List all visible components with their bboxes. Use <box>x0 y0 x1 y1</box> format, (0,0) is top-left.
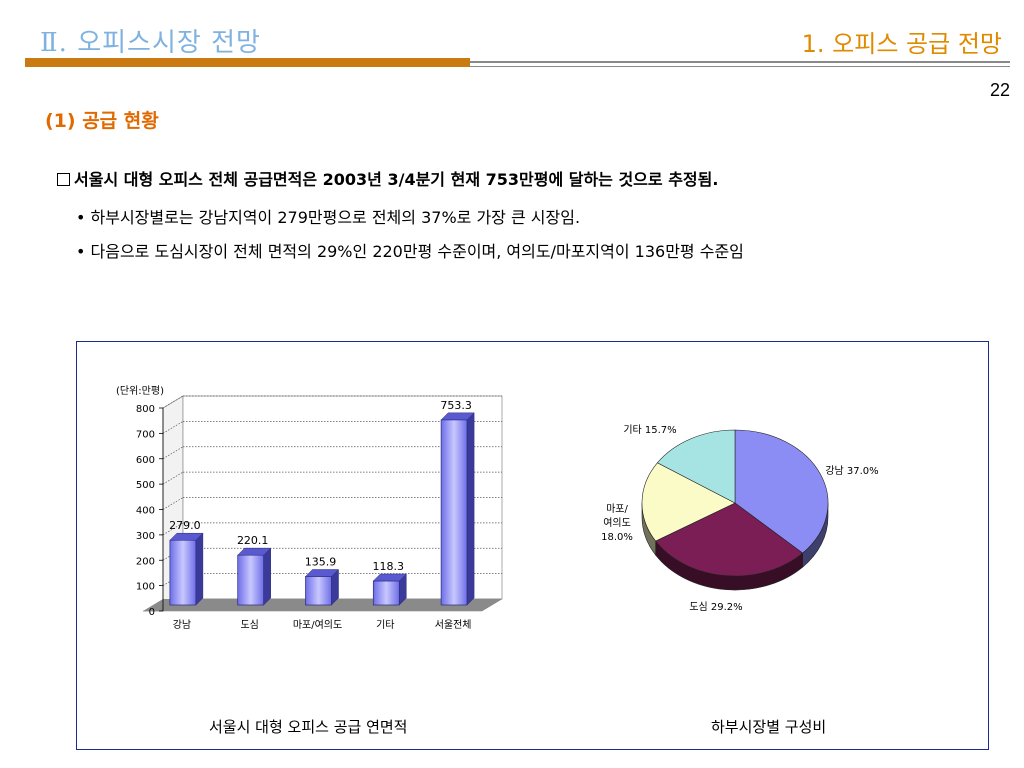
pie-slice-label: 기타 15.7% <box>623 424 676 436</box>
pie-slice-label: 마포/ <box>606 503 628 515</box>
gridline-side <box>162 421 184 434</box>
bar-front <box>372 580 400 606</box>
bar-top <box>169 532 204 541</box>
section-heading: (1) 공급 현황 <box>45 110 159 132</box>
bar-강남 <box>169 532 204 606</box>
y-tick-label: 100 <box>136 582 155 593</box>
bar-top <box>304 569 340 577</box>
bar-side <box>263 547 271 606</box>
bar-front <box>169 539 197 606</box>
header-rule-gray-thin <box>470 66 1010 67</box>
x-tick-label: 강남 <box>173 619 191 631</box>
pie-slice <box>656 429 736 504</box>
bar-front <box>237 554 265 606</box>
bar-value-label: 135.9 <box>305 556 337 569</box>
bar-top <box>372 573 407 582</box>
pie-slice <box>641 462 736 542</box>
bar-도심 <box>237 547 272 606</box>
page-number: 22 <box>989 80 1010 100</box>
gridline-side <box>162 471 184 485</box>
pie-slice-label: 18.0% <box>601 532 633 543</box>
bar-마포/여의도 <box>304 568 340 606</box>
header-rule-gray <box>470 61 1010 63</box>
bar-chart-caption: 서울시 대형 오피스 공급 연면적 <box>209 718 408 736</box>
x-tick-label: 기타 <box>376 619 394 631</box>
pie-slice-label: 강남 37.0% <box>825 465 878 477</box>
main-bullet: 서울시 대형 오피스 전체 공급면적은 2003년 3/4분기 현재 753만평… <box>57 166 718 190</box>
y-tick-label: 700 <box>136 429 155 440</box>
bar-기타 <box>372 573 407 606</box>
bar-side <box>195 532 204 606</box>
pie-slice-label: 도심 29.2% <box>689 601 742 613</box>
x-tick-label: 마포/여의도 <box>293 619 342 631</box>
chart-frame <box>76 341 989 750</box>
bar-top <box>440 412 475 421</box>
sub-bullet: • 다음으로 도심시장이 전체 면적의 29%인 220만평 수준이며, 여의도… <box>76 242 744 261</box>
section-title: 1. 오피스 공급 전망 <box>801 30 1002 58</box>
y-tick-label: 600 <box>136 455 155 466</box>
bar-서울전체 <box>440 412 475 606</box>
bar-top <box>237 547 272 556</box>
y-tick-label: 400 <box>136 506 155 517</box>
bar-value-label: 753.3 <box>440 399 472 412</box>
gridline-side <box>162 497 184 510</box>
checkbox-bullet-icon <box>57 173 70 186</box>
bar-front <box>440 419 468 606</box>
bar-value-label: 220.1 <box>237 534 269 547</box>
main-bullet-text: 서울시 대형 오피스 전체 공급면적은 2003년 3/4분기 현재 753만평… <box>74 170 719 189</box>
y-tick-label: 300 <box>136 531 155 542</box>
y-tick-label: 200 <box>136 556 155 567</box>
y-tick-label: 500 <box>136 480 155 491</box>
gridline-side <box>162 522 184 536</box>
bar-value-label: 118.3 <box>373 560 405 573</box>
gridline-side <box>162 395 184 409</box>
pie-slice-label: 여의도 <box>603 517 631 529</box>
bar-value-label: 279.0 <box>169 519 201 532</box>
bar-side <box>466 412 475 606</box>
pie-slice <box>734 429 829 554</box>
y-tick-label: 800 <box>136 404 155 415</box>
bar-front <box>305 576 332 606</box>
x-tick-label: 서울전체 <box>435 619 472 631</box>
pie-slice <box>655 502 804 577</box>
header-rule-orange <box>25 58 470 67</box>
sub-bullet: • 하부시장별로는 강남지역이 279만평으로 전체의 37%로 가장 큰 시장… <box>76 208 581 227</box>
slide-title: Ⅱ. 오피스시장 전망 <box>40 28 261 58</box>
x-tick-label: 도심 <box>240 619 258 631</box>
pie-chart-caption: 하부시장별 구성비 <box>711 718 827 736</box>
bar-chart-unit-label: (단위:만평) <box>116 384 164 397</box>
gridline-side <box>162 446 184 460</box>
y-tick-label: 0 <box>149 607 155 618</box>
